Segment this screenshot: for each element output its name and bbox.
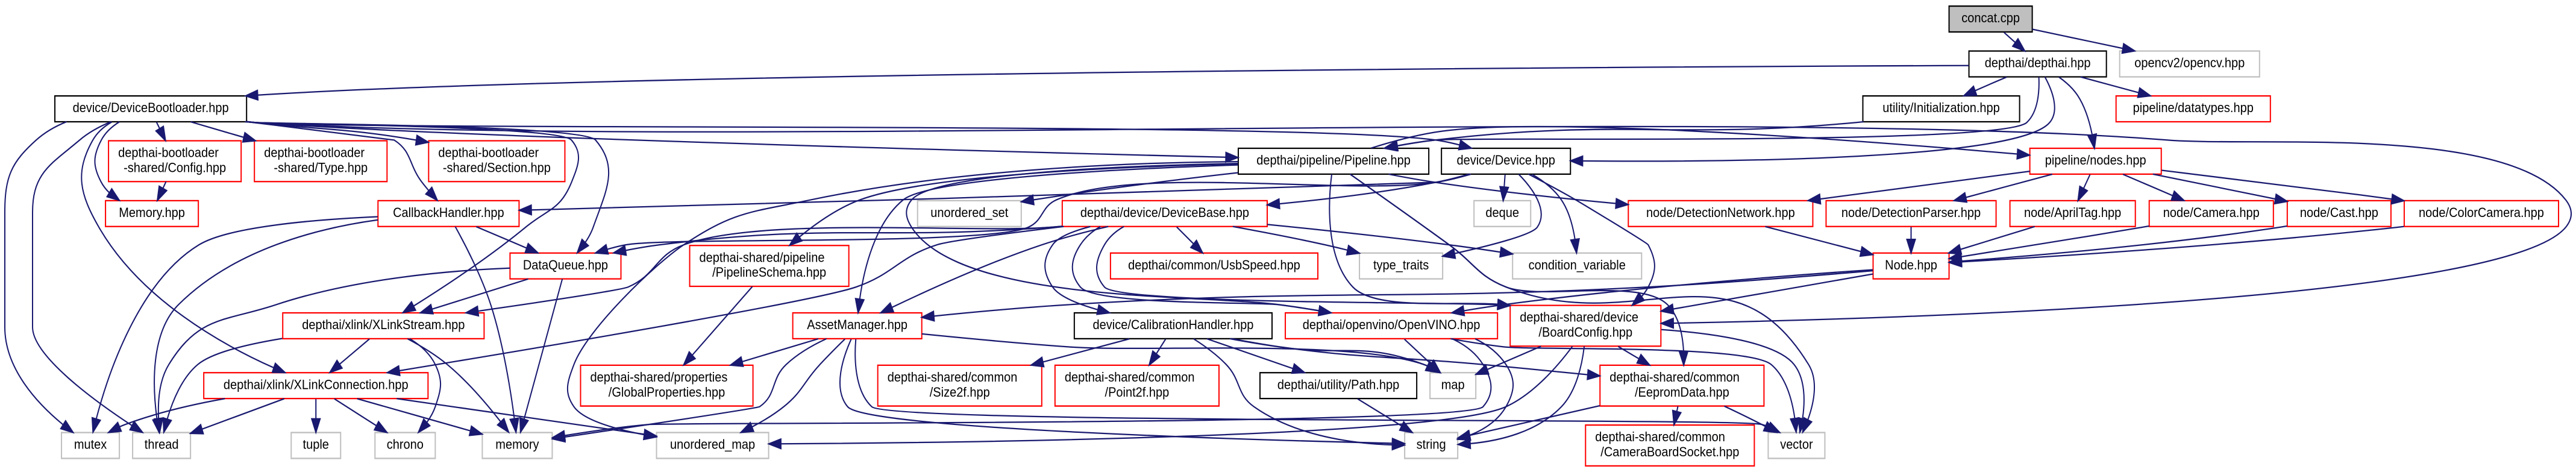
svg-text:depthai/depthai.hpp: depthai/depthai.hpp bbox=[1985, 55, 2091, 71]
svg-text:/EepromData.hpp: /EepromData.hpp bbox=[1635, 385, 1729, 400]
svg-text:depthai-shared/device: depthai-shared/device bbox=[1520, 310, 1638, 325]
svg-text:device/CalibrationHandler.hpp: device/CalibrationHandler.hpp bbox=[1093, 317, 1254, 332]
svg-text:thread: thread bbox=[145, 437, 179, 452]
svg-text:node/ColorCamera.hpp: node/ColorCamera.hpp bbox=[2419, 205, 2544, 220]
svg-text:depthai-shared/common: depthai-shared/common bbox=[888, 370, 1018, 385]
svg-text:node/AprilTag.hpp: node/AprilTag.hpp bbox=[2024, 205, 2121, 220]
svg-text:node/Camera.hpp: node/Camera.hpp bbox=[2163, 205, 2260, 220]
svg-text:DataQueue.hpp: DataQueue.hpp bbox=[523, 257, 608, 272]
svg-text:depthai-shared/common: depthai-shared/common bbox=[1595, 429, 1725, 444]
svg-text:/Size2f.hpp: /Size2f.hpp bbox=[930, 385, 990, 400]
svg-text:depthai/openvino/OpenVINO.hpp: depthai/openvino/OpenVINO.hpp bbox=[1303, 317, 1481, 332]
svg-text:node/DetectionParser.hpp: node/DetectionParser.hpp bbox=[1841, 205, 1981, 220]
svg-text:string: string bbox=[1417, 437, 1446, 452]
svg-text:depthai/common/UsbSpeed.hpp: depthai/common/UsbSpeed.hpp bbox=[1128, 257, 1300, 272]
svg-text:device/DeviceBootloader.hpp: device/DeviceBootloader.hpp bbox=[73, 100, 229, 115]
svg-text:utility/Initialization.hpp: utility/Initialization.hpp bbox=[1882, 100, 2000, 115]
svg-text:condition_variable: condition_variable bbox=[1529, 257, 1626, 272]
svg-text:mutex: mutex bbox=[74, 437, 107, 452]
svg-text:/PipelineSchema.hpp: /PipelineSchema.hpp bbox=[712, 265, 826, 280]
svg-text:node/Cast.hpp: node/Cast.hpp bbox=[2300, 205, 2378, 220]
svg-text:depthai-bootloader: depthai-bootloader bbox=[118, 145, 219, 160]
svg-text:unordered_set: unordered_set bbox=[930, 205, 1008, 220]
svg-text:deque: deque bbox=[1485, 205, 1519, 220]
svg-text:type_traits: type_traits bbox=[1373, 257, 1429, 272]
svg-text:Node.hpp: Node.hpp bbox=[1885, 257, 1937, 272]
svg-text:depthai-shared/properties: depthai-shared/properties bbox=[590, 370, 727, 385]
svg-text:tuple: tuple bbox=[303, 437, 329, 452]
svg-text:node/DetectionNetwork.hpp: node/DetectionNetwork.hpp bbox=[1646, 205, 1795, 220]
svg-text:-shared/Section.hpp: -shared/Section.hpp bbox=[443, 160, 551, 175]
svg-text:vector: vector bbox=[1780, 437, 1813, 452]
svg-text:/GlobalProperties.hpp: /GlobalProperties.hpp bbox=[609, 385, 725, 400]
svg-text:pipeline/nodes.hpp: pipeline/nodes.hpp bbox=[2045, 153, 2146, 168]
svg-text:depthai/xlink/XLinkStream.hpp: depthai/xlink/XLinkStream.hpp bbox=[302, 317, 465, 332]
svg-text:Memory.hpp: Memory.hpp bbox=[119, 205, 185, 220]
svg-text:memory: memory bbox=[495, 437, 539, 452]
svg-text:concat.cpp: concat.cpp bbox=[1961, 10, 2020, 25]
svg-text:pipeline/datatypes.hpp: pipeline/datatypes.hpp bbox=[2133, 100, 2254, 115]
svg-text:depthai/xlink/XLinkConnection.: depthai/xlink/XLinkConnection.hpp bbox=[224, 377, 409, 392]
svg-text:/BoardConfig.hpp: /BoardConfig.hpp bbox=[1538, 324, 1632, 339]
svg-text:-shared/Config.hpp: -shared/Config.hpp bbox=[124, 160, 226, 175]
svg-text:AssetManager.hpp: AssetManager.hpp bbox=[807, 317, 907, 332]
svg-text:/Point2f.hpp: /Point2f.hpp bbox=[1105, 385, 1170, 400]
svg-text:depthai-bootloader: depthai-bootloader bbox=[438, 145, 539, 160]
svg-text:depthai-shared/common: depthai-shared/common bbox=[1609, 370, 1740, 385]
svg-text:depthai/device/DeviceBase.hpp: depthai/device/DeviceBase.hpp bbox=[1080, 205, 1249, 220]
svg-text:chrono: chrono bbox=[387, 437, 424, 452]
svg-text:CallbackHandler.hpp: CallbackHandler.hpp bbox=[393, 205, 504, 220]
svg-text:/CameraBoardSocket.hpp: /CameraBoardSocket.hpp bbox=[1600, 444, 1739, 459]
svg-text:depthai-bootloader: depthai-bootloader bbox=[264, 145, 365, 160]
svg-text:depthai/pipeline/Pipeline.hpp: depthai/pipeline/Pipeline.hpp bbox=[1256, 153, 1411, 168]
svg-text:depthai-shared/common: depthai-shared/common bbox=[1065, 370, 1195, 385]
svg-text:device/Device.hpp: device/Device.hpp bbox=[1456, 153, 1555, 168]
svg-text:opencv2/opencv.hpp: opencv2/opencv.hpp bbox=[2134, 55, 2245, 71]
svg-text:map: map bbox=[1441, 377, 1465, 392]
svg-text:depthai-shared/pipeline: depthai-shared/pipeline bbox=[700, 250, 825, 265]
svg-text:depthai/utility/Path.hpp: depthai/utility/Path.hpp bbox=[1277, 377, 1399, 392]
svg-text:unordered_map: unordered_map bbox=[670, 437, 755, 452]
svg-text:-shared/Type.hpp: -shared/Type.hpp bbox=[274, 160, 368, 175]
